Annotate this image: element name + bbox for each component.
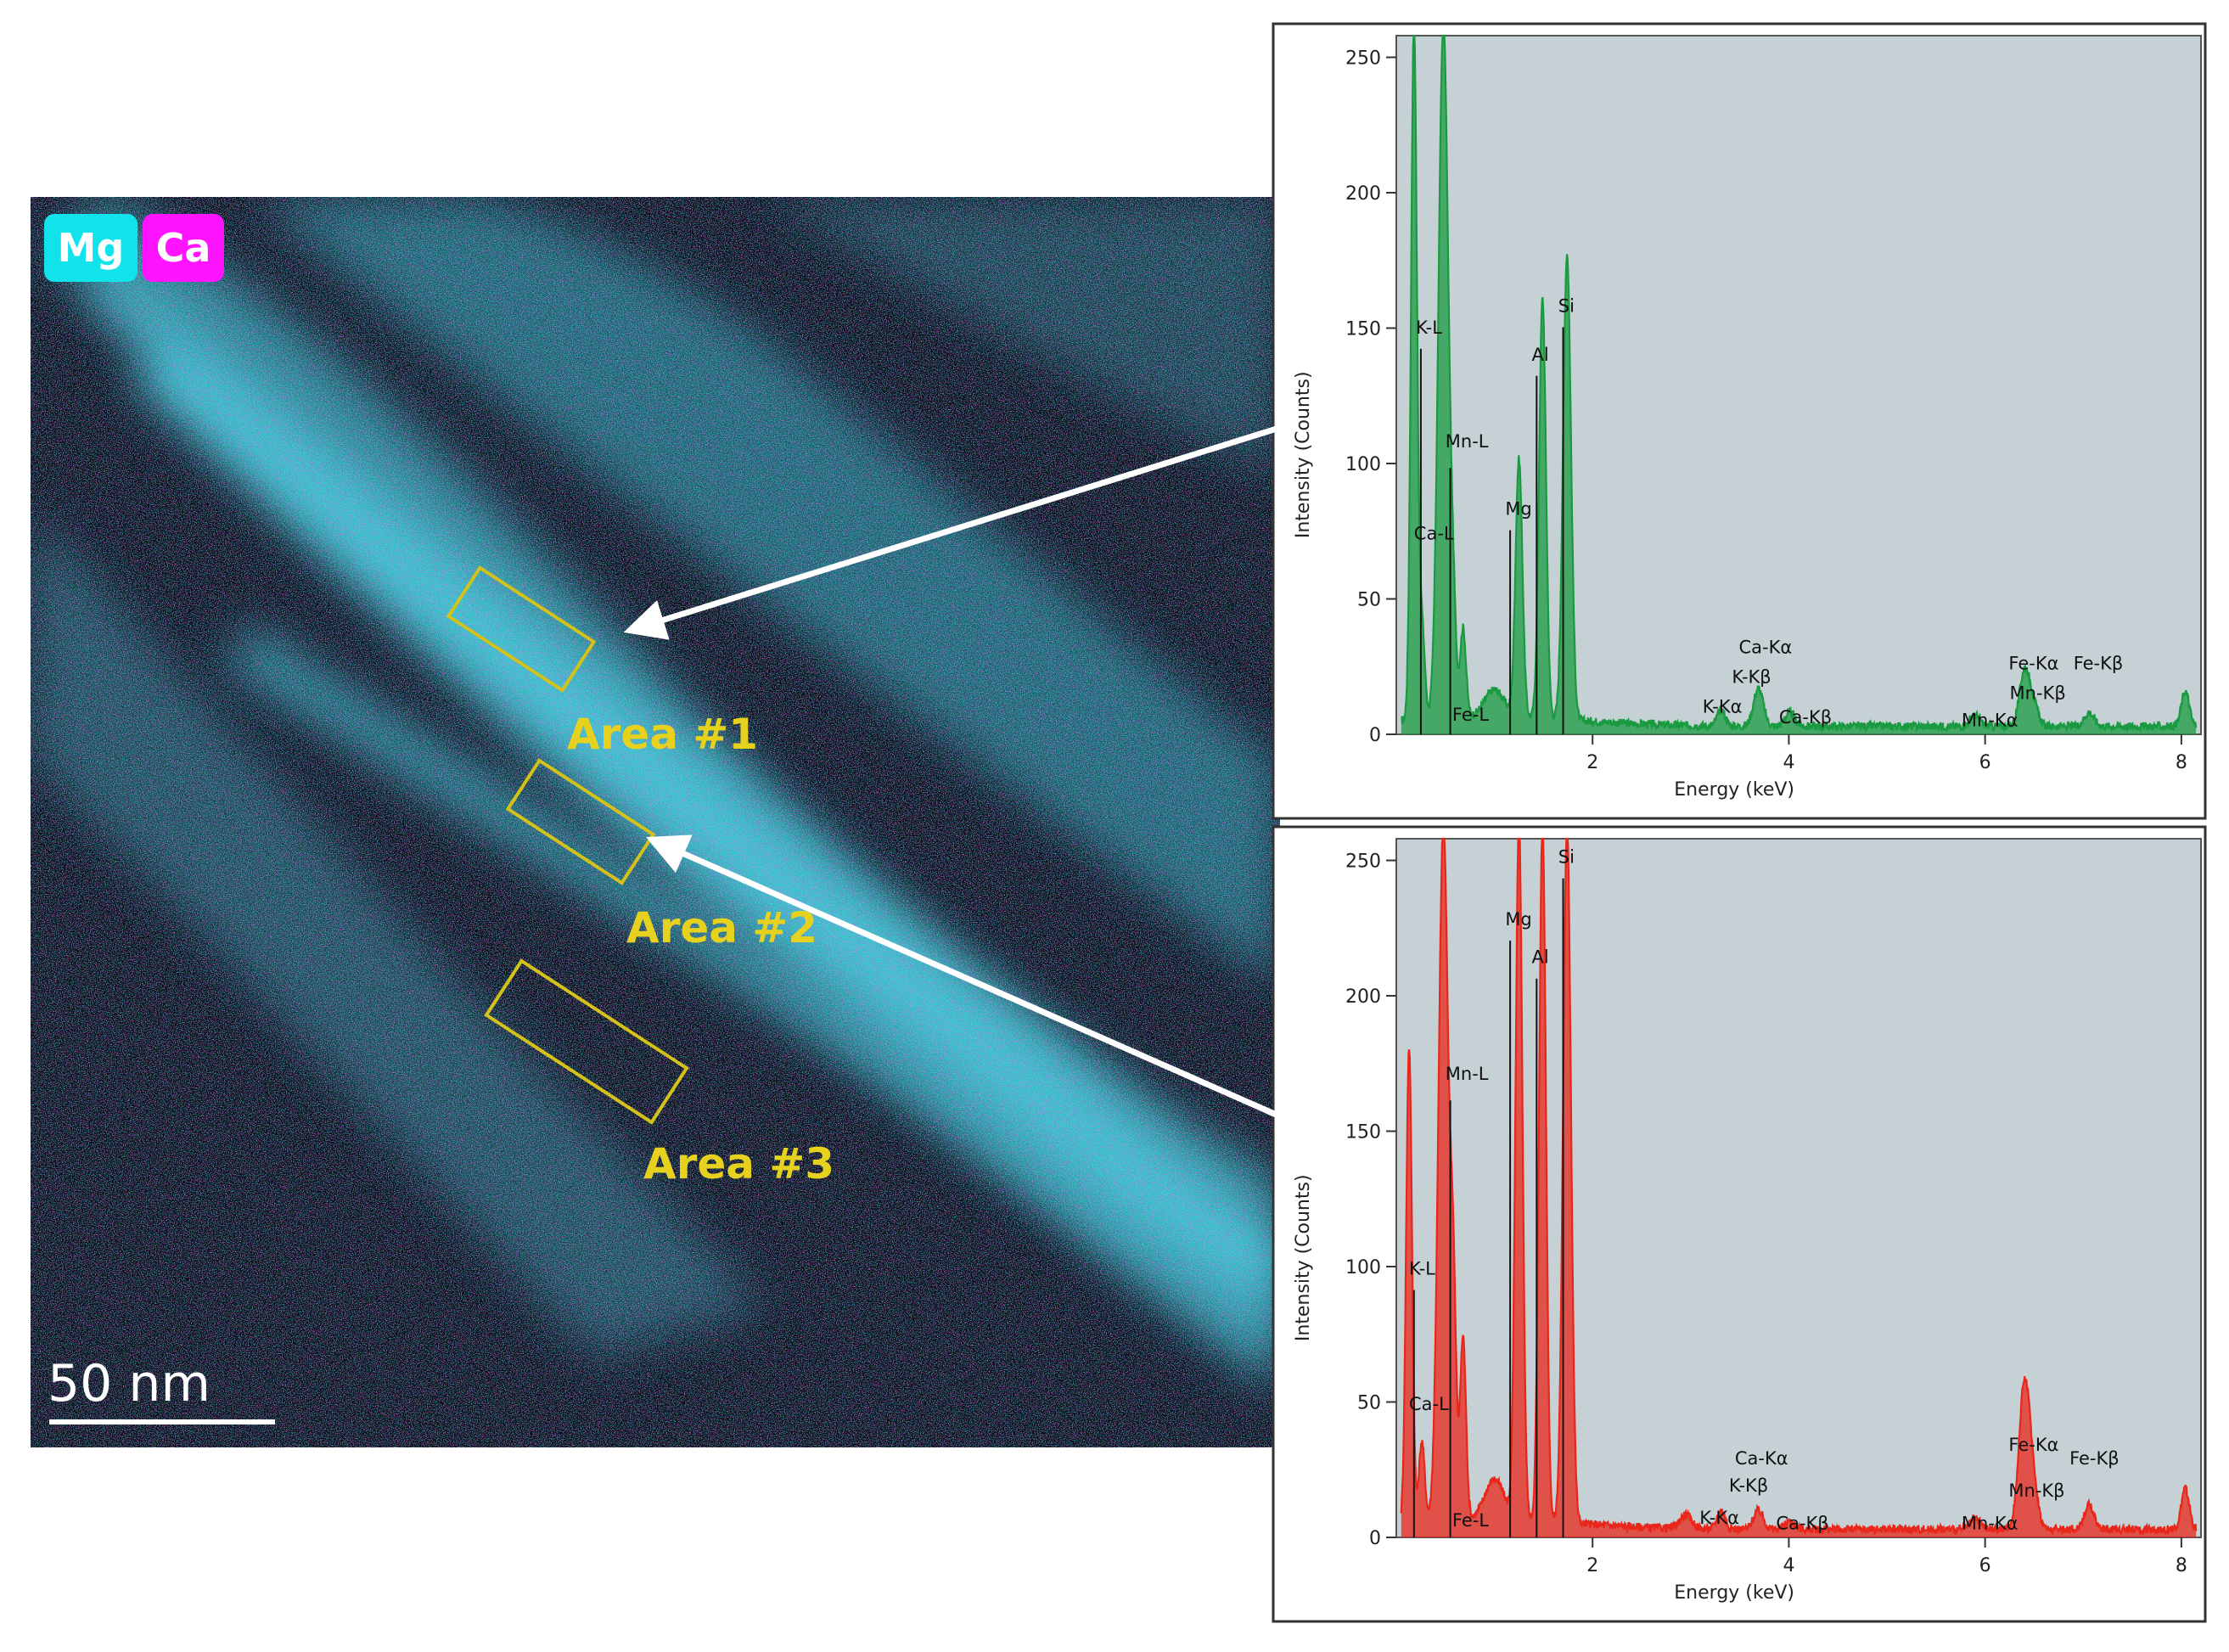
y-tick-label: 250 (1345, 851, 1381, 873)
peak-annotation: Mn-L (1446, 1064, 1489, 1084)
plot-area (1395, 35, 2202, 735)
eds-elemental-map (31, 197, 1280, 1447)
peak-annotation: Ca-Kα (1735, 1448, 1788, 1469)
area-3-label: Area #3 (643, 1139, 834, 1188)
y-tick-label: 0 (1369, 1528, 1381, 1549)
legend-badge-mg: Mg (44, 214, 138, 282)
y-tick-label: 50 (1357, 590, 1381, 611)
peak-annotation: Fe-Kα (2008, 653, 2058, 673)
peak-annotation: K-Kα (1699, 1508, 1739, 1528)
area-1-label: Area #1 (567, 710, 758, 759)
scale-bar-label: 50 nm (48, 1354, 211, 1413)
x-axis-label: Energy (keV) (1674, 779, 1794, 801)
x-axis-label: Energy (keV) (1674, 1582, 1794, 1604)
peak-annotation: Fe-Kα (2008, 1435, 2058, 1455)
area-2-box (505, 758, 656, 885)
y-tick-label: 50 (1357, 1393, 1381, 1414)
peak-annotation: Ca-L (1414, 523, 1454, 543)
peak-annotation: K-Kβ (1729, 1475, 1768, 1496)
x-tick-label: 8 (2176, 1555, 2187, 1576)
peak-annotation: K-Kα (1703, 696, 1743, 716)
y-tick-label: 100 (1345, 454, 1381, 475)
peak-annotation: Mn-L (1446, 431, 1489, 452)
peak-annotation: Ca-Kα (1738, 637, 1792, 657)
legend-label-mg: Mg (58, 225, 125, 271)
peak-annotation: Al (1532, 947, 1549, 968)
spectrum-panel-top: 0 50 100 150 200 250 2 4 6 8 Energy (keV) Intensity… (1272, 22, 2207, 820)
peak-annotation: Ca-Kβ (1779, 707, 1832, 728)
y-axis-label: Intensity (Counts) (1293, 1174, 1314, 1341)
peak-annotation: Fe-Kβ (2074, 653, 2124, 673)
peak-annotation: Al (1532, 345, 1549, 365)
y-tick-label: 150 (1345, 319, 1381, 340)
peak-annotation: Mn-Kβ (2010, 683, 2066, 704)
x-tick-label: 2 (1586, 752, 1598, 773)
peak-annotation: Mn-Kα (1962, 710, 2018, 730)
peak-annotation: Mg (1505, 499, 1531, 520)
y-axis-label: Intensity (Counts) (1293, 371, 1314, 538)
plot-area (1395, 838, 2202, 1538)
arrow-area-2-to-bottom-spectrum (646, 834, 1282, 1120)
x-tick-label: 6 (1979, 1555, 1991, 1576)
spectrum-line (1400, 837, 2198, 1537)
area-2-label: Area #2 (626, 903, 817, 952)
area-boxes (446, 565, 689, 1125)
x-tick-label: 4 (1783, 752, 1794, 773)
y-tick-label: 200 (1345, 183, 1381, 205)
spectrum-line (1401, 34, 2198, 734)
x-tick-label: 6 (1979, 752, 1991, 773)
scale-bar (49, 1419, 275, 1424)
peak-annotation: Si (1558, 295, 1575, 316)
y-tick-label: 250 (1345, 48, 1381, 70)
x-tick-label: 4 (1783, 1555, 1794, 1576)
peak-annotation: Mn-Kβ (2008, 1481, 2064, 1501)
peak-annotation: Ca-L (1409, 1394, 1449, 1414)
peak-annotation: K-L (1409, 1259, 1435, 1279)
peak-annotation: Mn-Kα (1962, 1513, 2018, 1533)
x-tick-label: 8 (2176, 752, 2187, 773)
peak-annotation: K-Kβ (1732, 666, 1771, 687)
legend-badge-ca: Ca (143, 214, 224, 282)
y-tick-label: 150 (1345, 1122, 1381, 1143)
arrow-area-1-to-top-spectrum (623, 421, 1292, 640)
spectrum-panel-bottom: 0 50 100 150 200 250 2 4 6 8 Energy (keV) Intensity… (1272, 825, 2207, 1623)
area-1-box (446, 565, 597, 693)
y-tick-label: 200 (1345, 986, 1381, 1008)
peak-annotation: Fe-L (1452, 705, 1489, 725)
legend-label-ca: Ca (156, 225, 211, 271)
peak-annotation: Si (1558, 847, 1575, 868)
y-tick-label: 0 (1369, 725, 1381, 746)
peak-annotation: Fe-L (1452, 1510, 1489, 1531)
peak-annotation: Mg (1505, 909, 1531, 930)
peak-annotation: K-L (1416, 317, 1442, 338)
x-tick-label: 2 (1586, 1555, 1598, 1576)
y-tick-label: 100 (1345, 1257, 1381, 1278)
peak-annotation: Fe-Kβ (2069, 1448, 2120, 1469)
peak-annotation: Ca-Kβ (1776, 1513, 1828, 1533)
area-3-box (484, 958, 689, 1125)
